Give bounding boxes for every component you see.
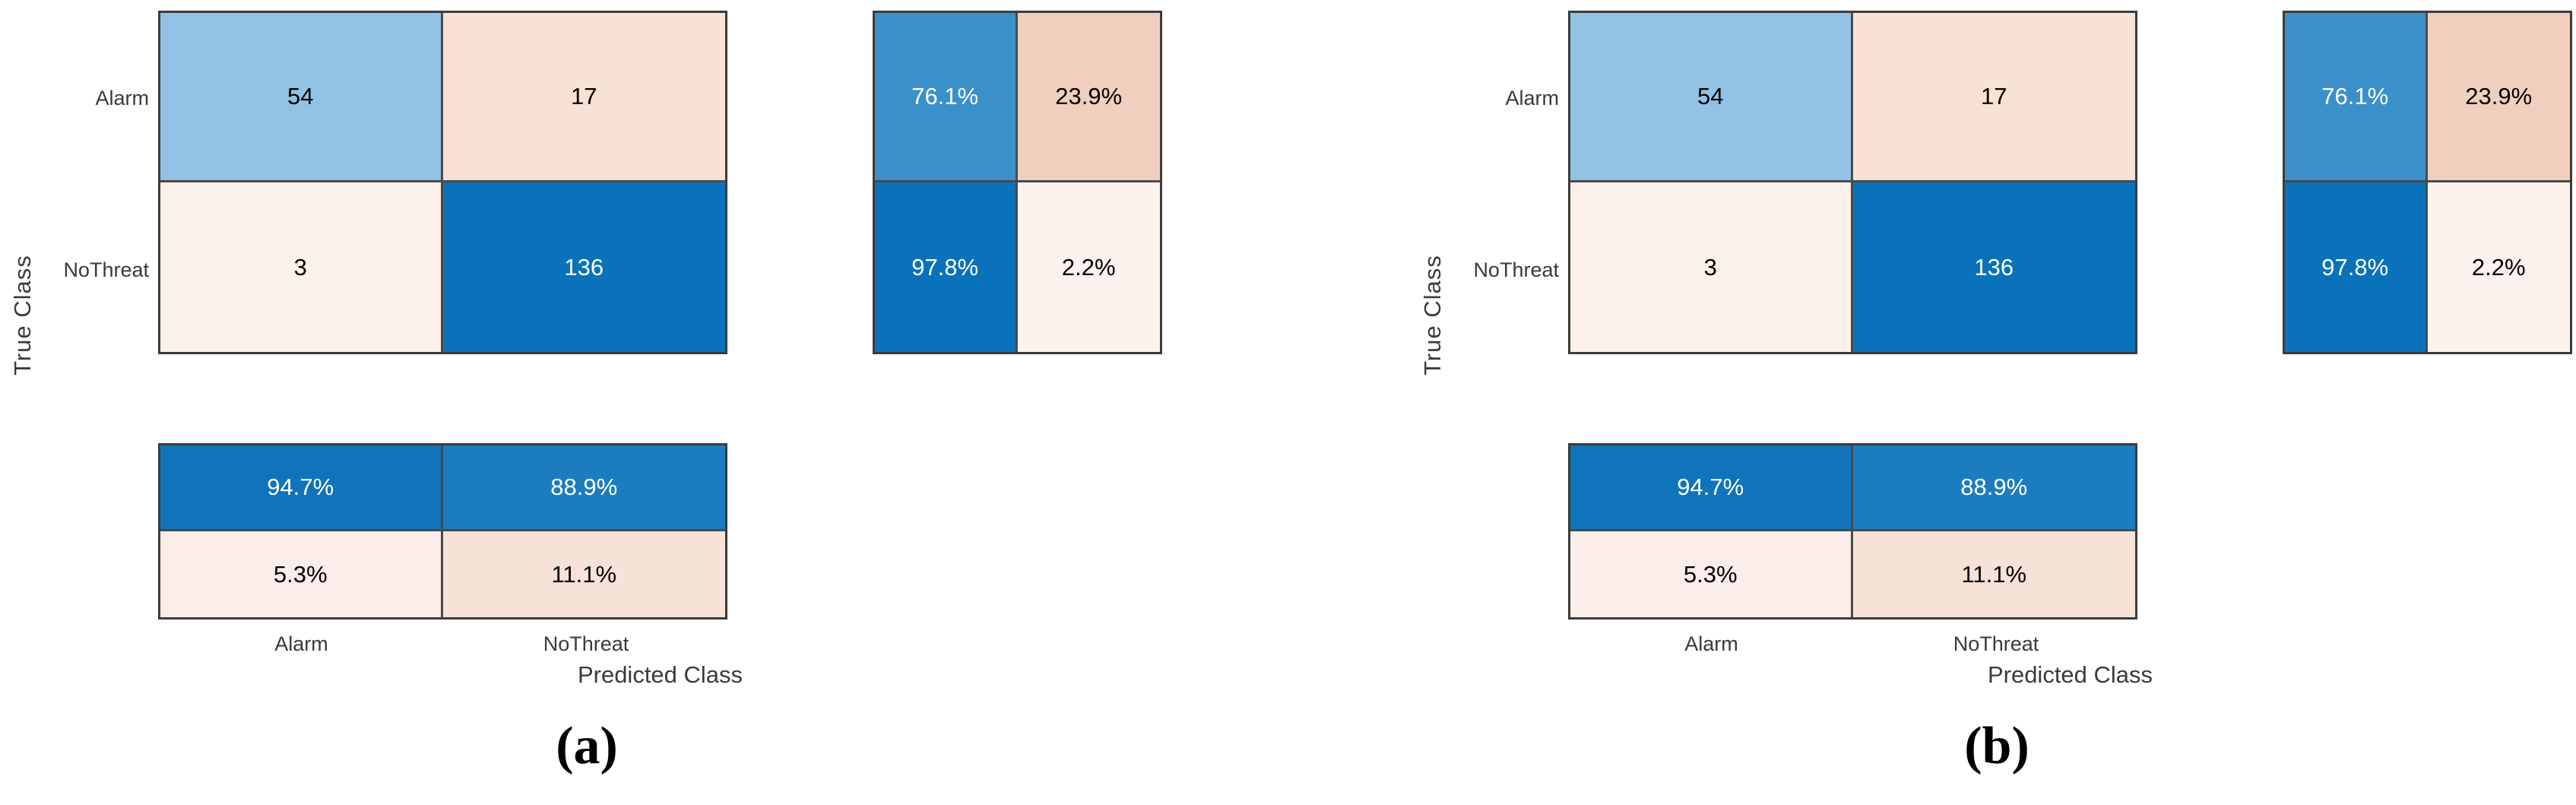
y-tick-nothreat: NoThreat — [63, 258, 149, 281]
matrix-cell-r1c0: 3 — [1570, 182, 1853, 352]
column-summary-matrix: 94.7% 88.9% 5.3% 11.1% — [158, 443, 727, 620]
row-summary-cell-r0c1: 23.9% — [2427, 13, 2570, 182]
matrix-cell-r0c1: 17 — [442, 13, 725, 182]
main-confusion-matrix: 54 17 3 136 — [1568, 11, 2137, 354]
x-axis-label: Predicted Class — [577, 661, 743, 688]
panel-b: True Class Alarm NoThreat 54 17 3 136 76… — [1410, 0, 2576, 805]
row-summary-matrix: 76.1% 23.9% 97.8% 2.2% — [873, 11, 1162, 354]
matrix-cell-r1c0: 3 — [160, 182, 443, 352]
x-axis-label: Predicted Class — [1987, 661, 2153, 688]
subfigure-caption-b: (b) — [1964, 717, 2029, 775]
col-summary-cell-r1c1: 11.1% — [1852, 531, 2135, 617]
row-summary-matrix: 76.1% 23.9% 97.8% 2.2% — [2283, 11, 2572, 354]
matrix-cell-r0c0: 54 — [1570, 13, 1853, 182]
row-summary-cell-r1c0: 97.8% — [875, 182, 1018, 352]
x-tick-alarm: Alarm — [1684, 632, 1738, 655]
row-summary-cell-r0c1: 23.9% — [1017, 13, 1160, 182]
y-tick-nothreat: NoThreat — [1473, 258, 1559, 281]
row-summary-cell-r0c0: 76.1% — [2285, 13, 2428, 182]
matrix-cell-r0c0: 54 — [160, 13, 443, 182]
row-summary-cell-r1c1: 2.2% — [1017, 182, 1160, 352]
row-summary-cell-r1c0: 97.8% — [2285, 182, 2428, 352]
matrix-cell-r1c1: 136 — [1852, 182, 2135, 352]
x-tick-nothreat: NoThreat — [1953, 632, 2039, 655]
matrix-cell-r0c1: 17 — [1852, 13, 2135, 182]
col-summary-cell-r1c0: 5.3% — [1570, 531, 1853, 617]
panel-a: True Class Alarm NoThreat 54 17 3 136 76… — [0, 0, 1166, 805]
col-summary-cell-r1c0: 5.3% — [160, 531, 443, 617]
main-confusion-matrix: 54 17 3 136 — [158, 11, 727, 354]
col-summary-cell-r1c1: 11.1% — [442, 531, 725, 617]
x-tick-nothreat: NoThreat — [543, 632, 629, 655]
col-summary-cell-r0c0: 94.7% — [1570, 445, 1853, 531]
col-summary-cell-r0c0: 94.7% — [160, 445, 443, 531]
col-summary-cell-r0c1: 88.9% — [442, 445, 725, 531]
subfigure-caption-a: (a) — [556, 717, 618, 775]
matrix-cell-r1c1: 136 — [442, 182, 725, 352]
col-summary-cell-r0c1: 88.9% — [1852, 445, 2135, 531]
row-summary-cell-r1c1: 2.2% — [2427, 182, 2570, 352]
y-tick-alarm: Alarm — [95, 87, 149, 109]
row-summary-cell-r0c0: 76.1% — [875, 13, 1018, 182]
y-tick-alarm: Alarm — [1505, 87, 1559, 109]
x-tick-alarm: Alarm — [274, 632, 328, 655]
column-summary-matrix: 94.7% 88.9% 5.3% 11.1% — [1568, 443, 2137, 620]
